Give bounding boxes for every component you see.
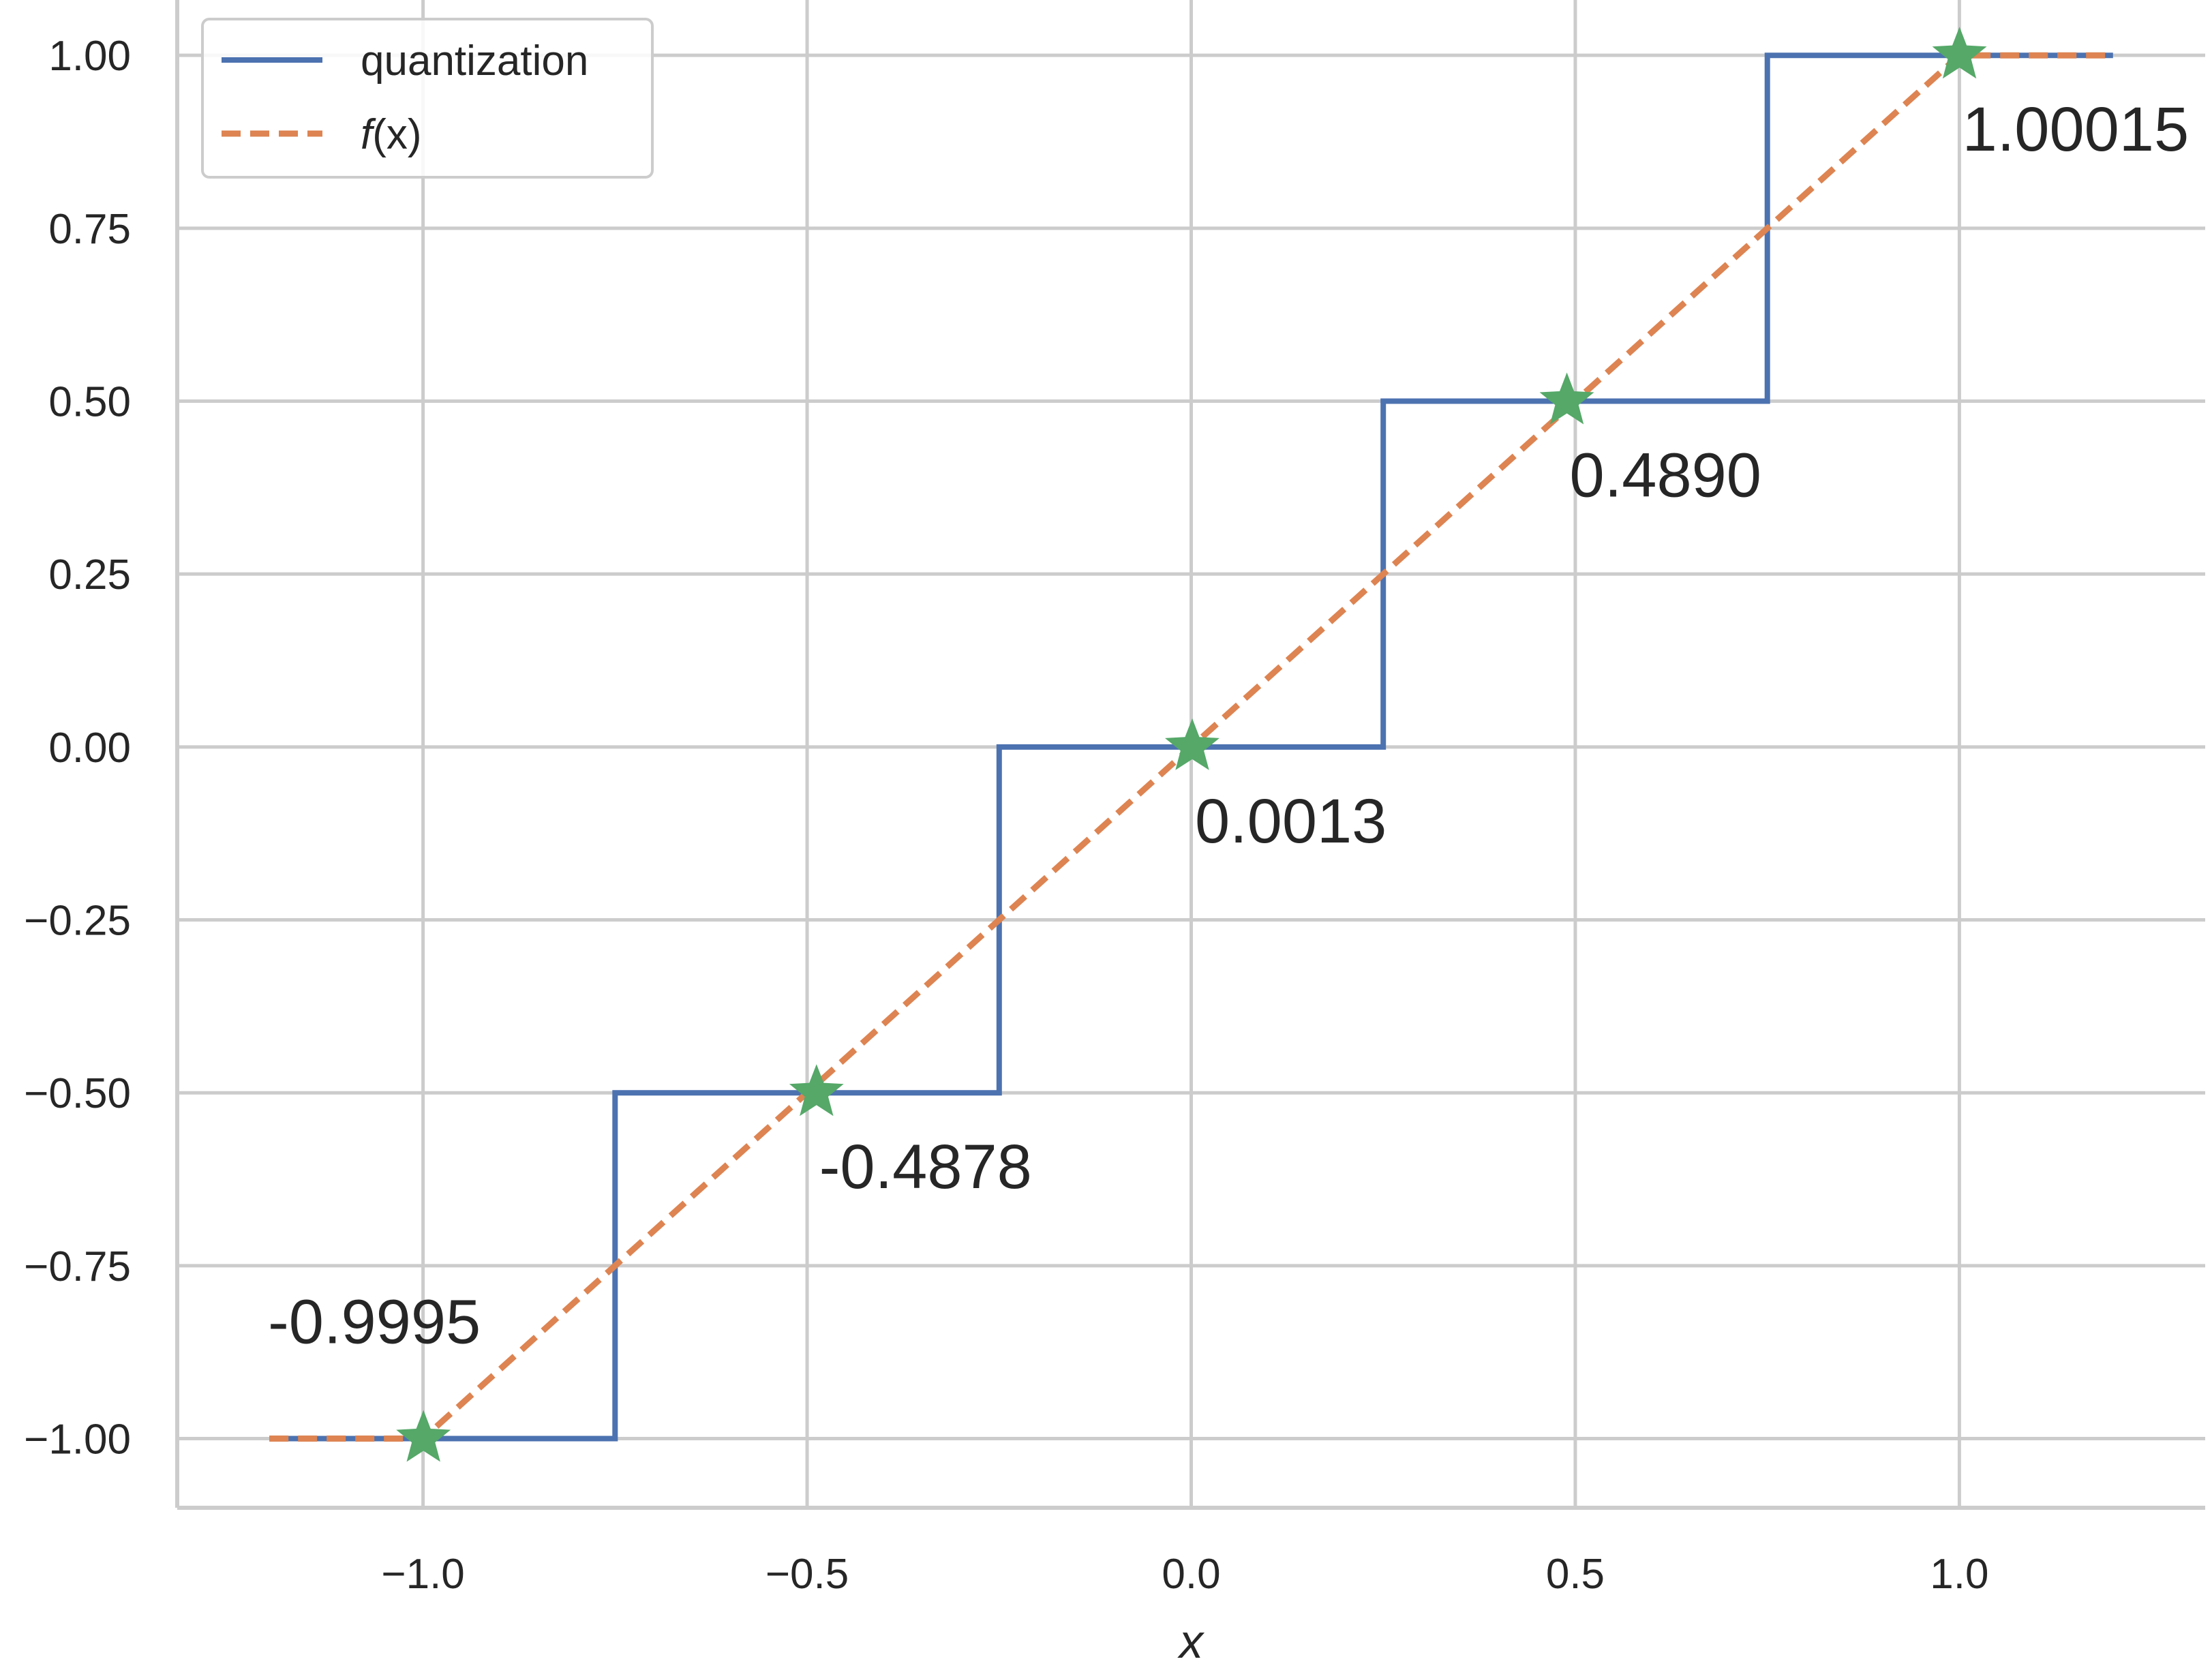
star-marker [396, 1410, 451, 1462]
point-annotation: -0.4878 [819, 1132, 1032, 1202]
point-annotation: 0.4890 [1570, 441, 1761, 511]
y-tick-label: 0.25 [48, 551, 131, 598]
y-tick-label: 1.00 [48, 33, 131, 80]
legend: quantization f(x) [201, 18, 654, 179]
y-tick-label: −0.25 [24, 898, 131, 945]
star-marker [1932, 27, 1987, 79]
star-marker [789, 1064, 844, 1117]
tick-labels: −1.0 −0.5 0.0 0.5 1.0 1.00 0.75 0.50 0.25 0.00 −0.… [24, 33, 1988, 1598]
legend-fx-argument: (x) [372, 111, 421, 158]
y-tick-label: 0.50 [48, 379, 131, 426]
star-marker [1539, 372, 1594, 425]
x-tick-label: −1.0 [381, 1551, 464, 1598]
legend-quantization-label: quantization [361, 37, 588, 85]
x-tick-label: 0.5 [1546, 1551, 1605, 1598]
x-tick-label: −0.5 [766, 1551, 849, 1598]
x-tick-label: 0.0 [1162, 1551, 1220, 1598]
x-axis-label-group: x [1177, 1615, 1205, 1668]
y-tick-label: −1.00 [24, 1416, 131, 1463]
point-annotations: -0.9995 -0.4878 0.0013 0.4890 1.00015 [268, 95, 2189, 1356]
y-tick-label: 0.75 [48, 206, 131, 253]
x-axis-label: x [1177, 1615, 1205, 1668]
y-tick-label: −0.50 [24, 1070, 131, 1117]
x-tick-label: 1.0 [1930, 1551, 1988, 1598]
point-annotation: 0.0013 [1195, 787, 1387, 856]
y-tick-label: 0.00 [48, 725, 131, 772]
legend-fx-label: f(x) [361, 111, 422, 158]
point-annotation: 1.00015 [1963, 95, 2190, 164]
axes-spines [175, 0, 2205, 1510]
y-tick-label: −0.75 [24, 1243, 131, 1290]
point-annotation: -0.9995 [268, 1288, 481, 1357]
star-markers [396, 27, 1987, 1462]
star-marker [1165, 718, 1219, 770]
